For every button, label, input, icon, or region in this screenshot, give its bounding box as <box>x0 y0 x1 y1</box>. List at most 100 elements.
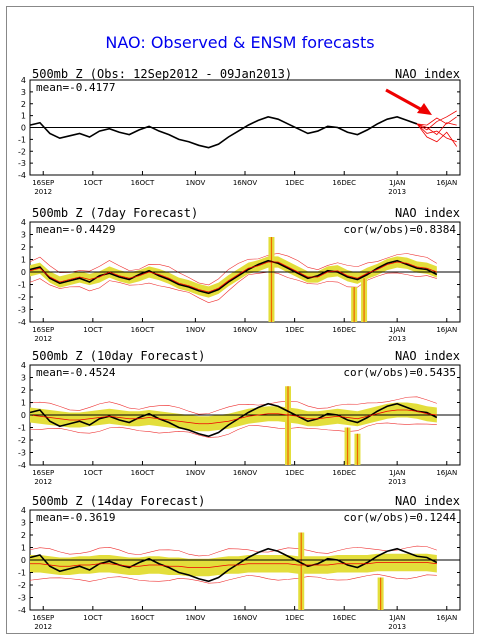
y-tick-label: 1 <box>21 544 26 553</box>
x-tick-year: 2012 <box>34 478 52 486</box>
x-tick-label: 16NOV <box>233 469 258 477</box>
x-tick-label: 1DEC <box>285 469 304 477</box>
x-tick-label: 1DEC <box>285 179 304 187</box>
y-tick-label: 4 <box>21 361 26 370</box>
x-tick-label: 1NOV <box>185 179 205 187</box>
y-tick-label: 3 <box>21 374 26 383</box>
x-tick-label: 16DEC <box>332 326 356 334</box>
x-tick-label: 16JAN <box>436 326 457 334</box>
x-tick-label: 16JAN <box>436 179 457 187</box>
ensemble-member-line <box>416 123 457 143</box>
x-tick-year: 2012 <box>34 335 52 343</box>
ensemble-mean-line <box>29 261 437 293</box>
correlation-label: cor(w/obs)=0.8384 <box>343 223 456 236</box>
x-tick-label: 16NOV <box>233 179 258 187</box>
y-tick-label: -2 <box>18 436 26 445</box>
x-tick-label: 1JAN <box>389 614 405 622</box>
y-tick-label: -1 <box>18 135 26 144</box>
x-tick-label: 16DEC <box>332 469 356 477</box>
y-tick-label: 1 <box>21 399 26 408</box>
x-tick-label: 16SEP <box>32 326 54 334</box>
y-tick-label: 0 <box>21 268 26 277</box>
x-tick-year: 2013 <box>388 623 406 631</box>
x-tick-label: 1OCT <box>83 179 103 187</box>
x-tick-year: 2013 <box>388 335 406 343</box>
observed-line <box>29 115 418 149</box>
ensemble-mean-line <box>30 562 437 568</box>
panel-title: 500mb Z (7day Forecast) <box>32 206 198 220</box>
x-tick-label: 16NOV <box>233 326 258 334</box>
y-tick-label: -2 <box>18 147 26 156</box>
ensemble-spread-lower <box>29 422 437 438</box>
panel-title: 500mb Z (10day Forecast) <box>32 349 205 363</box>
y-tick-label: -1 <box>18 424 26 433</box>
x-tick-label: 16OCT <box>131 326 155 334</box>
x-tick-label: 16SEP <box>32 179 54 187</box>
x-tick-label: 1NOV <box>185 469 205 477</box>
mean-label: mean=-0.3619 <box>36 511 115 524</box>
correlation-label: cor(w/obs)=0.1244 <box>343 511 456 524</box>
mean-label: mean=-0.4524 <box>36 366 116 379</box>
y-tick-label: 3 <box>21 231 26 240</box>
panel-3: 500mb Z (10day Forecast) NAO index 4 3 2 1 0 -1… <box>18 349 461 486</box>
x-tick-label: 1JAN <box>389 179 405 187</box>
y-tick-label: 2 <box>21 243 26 252</box>
y-tick-label: 0 <box>21 411 26 420</box>
y-tick-label: -1 <box>18 569 26 578</box>
y-tick-label: -3 <box>18 159 26 168</box>
y-tick-label: 4 <box>21 506 26 515</box>
ensemble-member-line <box>416 122 457 136</box>
y-tick-label: 0 <box>21 556 26 565</box>
ensemble-spread-upper <box>29 545 437 557</box>
y-tick-label: 1 <box>21 112 26 121</box>
x-tick-label: 1JAN <box>389 326 405 334</box>
x-tick-year: 2013 <box>388 478 406 486</box>
x-tick-year: 2012 <box>34 188 52 196</box>
y-tick-label: 2 <box>21 100 26 109</box>
x-tick-label: 16OCT <box>131 614 155 622</box>
y-tick-label: 2 <box>21 386 26 395</box>
x-tick-label: 1OCT <box>83 326 103 334</box>
y-tick-label: -4 <box>18 461 26 470</box>
x-tick-label: 16SEP <box>32 469 54 477</box>
mean-label: mean=-0.4429 <box>36 223 115 236</box>
y-tick-label: -4 <box>18 606 26 615</box>
ensemble-spread-lower <box>29 271 437 303</box>
nao-index-label: NAO index <box>395 494 460 508</box>
panel-title: 500mb Z (Obs: 12Sep2012 - 09Jan2013) <box>32 67 292 81</box>
panel-1: 500mb Z (Obs: 12Sep2012 - 09Jan2013) NAO … <box>18 67 461 196</box>
correlation-label: cor(w/obs)=0.5435 <box>343 366 456 379</box>
y-tick-label: -3 <box>18 306 26 315</box>
ensemble-member-line <box>416 123 458 147</box>
x-tick-label: 16OCT <box>131 469 155 477</box>
ensemble-spread-upper <box>29 253 438 286</box>
y-tick-label: 1 <box>21 256 26 265</box>
y-tick-label: -1 <box>18 281 26 290</box>
y-tick-label: -2 <box>18 293 26 302</box>
main-title: NAO: Observed & ENSM forecasts <box>105 33 374 52</box>
y-tick-label: -4 <box>18 171 26 180</box>
panel-2: 500mb Z (7day Forecast) NAO index 4 3 2 1 0 -1 -… <box>18 206 461 343</box>
y-tick-label: 3 <box>21 88 26 97</box>
x-tick-label: 1DEC <box>285 326 304 334</box>
x-tick-label: 16NOV <box>233 614 258 622</box>
observed-line <box>29 259 438 295</box>
x-tick-label: 1OCT <box>83 614 103 622</box>
ensemble-spread-upper <box>29 396 437 415</box>
x-tick-label: 1OCT <box>83 469 103 477</box>
nao-index-label: NAO index <box>395 206 460 220</box>
y-tick-label: 2 <box>21 531 26 540</box>
y-tick-label: 4 <box>21 218 26 227</box>
y-tick-label: 0 <box>21 124 26 133</box>
nao-index-label: NAO index <box>395 67 460 81</box>
ensemble-envelope <box>30 256 437 298</box>
ensemble-member-line <box>416 110 457 131</box>
y-tick-label: -3 <box>18 449 26 458</box>
y-tick-label: -2 <box>18 581 26 590</box>
ensemble-member-line <box>416 116 457 126</box>
figure-border <box>6 6 474 634</box>
observed-line <box>29 402 438 438</box>
panels: 500mb Z (Obs: 12Sep2012 - 09Jan2013) NAO … <box>18 67 461 631</box>
ensemble-mean-line <box>29 409 437 425</box>
